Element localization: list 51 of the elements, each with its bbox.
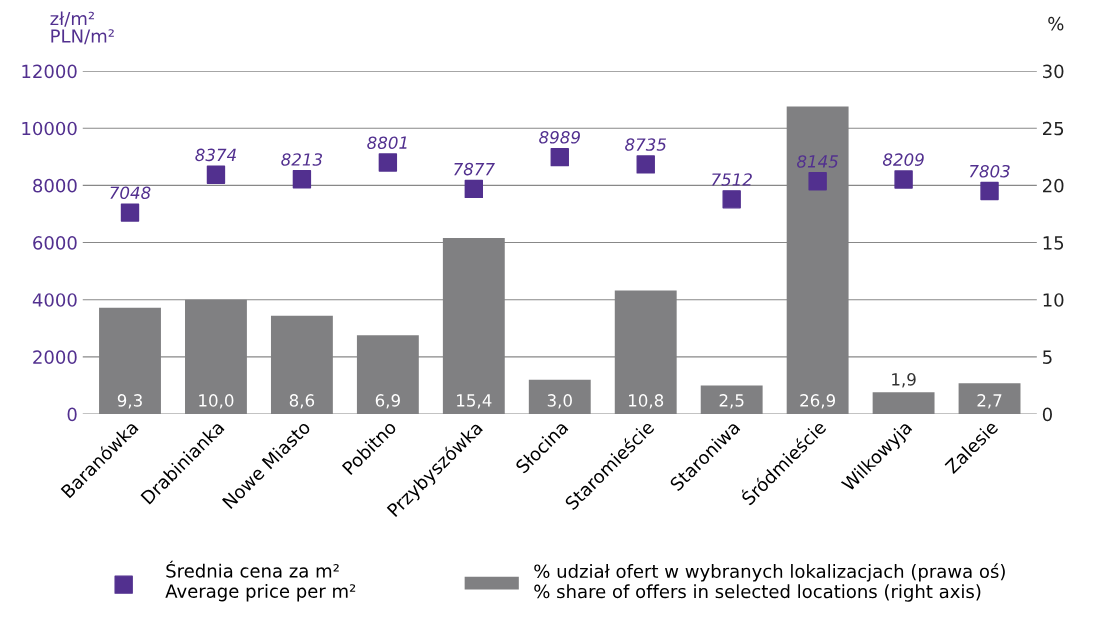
- y-axis-title: zł/m² PLN/m²: [50, 11, 114, 45]
- point: [292, 170, 312, 189]
- data-label: 8801: [367, 136, 407, 149]
- y2-tick-label: 15: [1043, 236, 1064, 250]
- point: [722, 190, 741, 209]
- data-label: 7803: [969, 164, 1010, 178]
- y2-tick-label: 30: [1043, 64, 1064, 79]
- y-tick-label: 10000: [22, 121, 77, 136]
- point: [206, 165, 226, 184]
- point: [636, 155, 655, 174]
- y2-axis-title: %: [1048, 16, 1064, 31]
- legend-label: % udział ofert w wybranych lokalizacjach (prawa oś) % share of offers in selected locations (right axis): [534, 563, 1005, 602]
- data-label: 10,8: [629, 394, 664, 409]
- y2-tick-label: 10: [1043, 293, 1064, 307]
- y-tick-label: 6000: [33, 236, 77, 250]
- data-label: 26,9: [800, 394, 836, 409]
- y2-tick-label: 5: [1043, 350, 1052, 365]
- data-label: 1,9: [892, 373, 916, 388]
- legend-label: Średnia cena za m² Average price per m²: [165, 560, 356, 602]
- point: [120, 203, 140, 222]
- data-label: 15,4: [457, 394, 492, 409]
- data-label: 6,9: [375, 394, 400, 409]
- y-tick-label: 12000: [22, 64, 77, 79]
- data-label: 8209: [882, 153, 924, 166]
- data-label: 8,6: [289, 394, 315, 409]
- point: [378, 153, 398, 172]
- data-label: 8989: [539, 131, 580, 144]
- data-label: 2,7: [977, 394, 1002, 409]
- data-label: 9,3: [117, 394, 142, 409]
- data-label: 8374: [195, 148, 236, 162]
- y2-tick-label: 0: [1042, 407, 1052, 422]
- data-label: 10,0: [199, 394, 234, 409]
- data-label: 8735: [625, 138, 667, 151]
- data-label: 8213: [281, 153, 323, 166]
- y-tick-label: 0: [67, 407, 77, 422]
- y2-tick-label: 25: [1043, 121, 1064, 136]
- data-label: 7877: [454, 162, 495, 176]
- point: [980, 181, 999, 201]
- data-label: 8145: [796, 155, 838, 168]
- point: [464, 179, 484, 199]
- point: [808, 172, 827, 191]
- y-tick-label: 2000: [33, 350, 77, 365]
- data-label: 3,0: [547, 394, 572, 409]
- point: [550, 147, 569, 167]
- point: [894, 170, 913, 189]
- y-tick-label: 8000: [33, 178, 77, 193]
- data-label: 7048: [110, 186, 151, 200]
- data-label: 2,5: [719, 394, 744, 409]
- y-tick-label: 4000: [32, 293, 77, 307]
- data-label: 7512: [712, 173, 752, 186]
- y2-tick-label: 20: [1043, 178, 1064, 193]
